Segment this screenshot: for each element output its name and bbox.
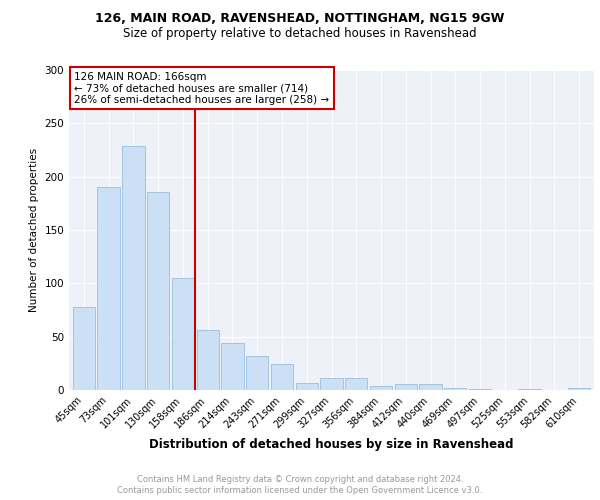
- Text: 126, MAIN ROAD, RAVENSHEAD, NOTTINGHAM, NG15 9GW: 126, MAIN ROAD, RAVENSHEAD, NOTTINGHAM, …: [95, 12, 505, 26]
- Text: Size of property relative to detached houses in Ravenshead: Size of property relative to detached ho…: [123, 28, 477, 40]
- Bar: [271, 364, 293, 390]
- Bar: [518, 389, 541, 390]
- Bar: [419, 384, 442, 390]
- Bar: [122, 146, 145, 390]
- Bar: [197, 330, 219, 390]
- Bar: [469, 389, 491, 390]
- Bar: [568, 388, 590, 390]
- Text: Contains public sector information licensed under the Open Government Licence v3: Contains public sector information licen…: [118, 486, 482, 495]
- Bar: [444, 388, 466, 390]
- Text: Contains HM Land Registry data © Crown copyright and database right 2024.: Contains HM Land Registry data © Crown c…: [137, 475, 463, 484]
- Bar: [395, 384, 417, 390]
- Bar: [172, 278, 194, 390]
- Bar: [73, 307, 95, 390]
- Y-axis label: Number of detached properties: Number of detached properties: [29, 148, 39, 312]
- Text: 126 MAIN ROAD: 166sqm
← 73% of detached houses are smaller (714)
26% of semi-det: 126 MAIN ROAD: 166sqm ← 73% of detached …: [74, 72, 329, 105]
- Bar: [221, 343, 244, 390]
- Bar: [345, 378, 367, 390]
- Bar: [320, 378, 343, 390]
- Bar: [370, 386, 392, 390]
- X-axis label: Distribution of detached houses by size in Ravenshead: Distribution of detached houses by size …: [149, 438, 514, 451]
- Bar: [97, 188, 120, 390]
- Bar: [147, 192, 169, 390]
- Bar: [246, 356, 268, 390]
- Bar: [296, 382, 318, 390]
